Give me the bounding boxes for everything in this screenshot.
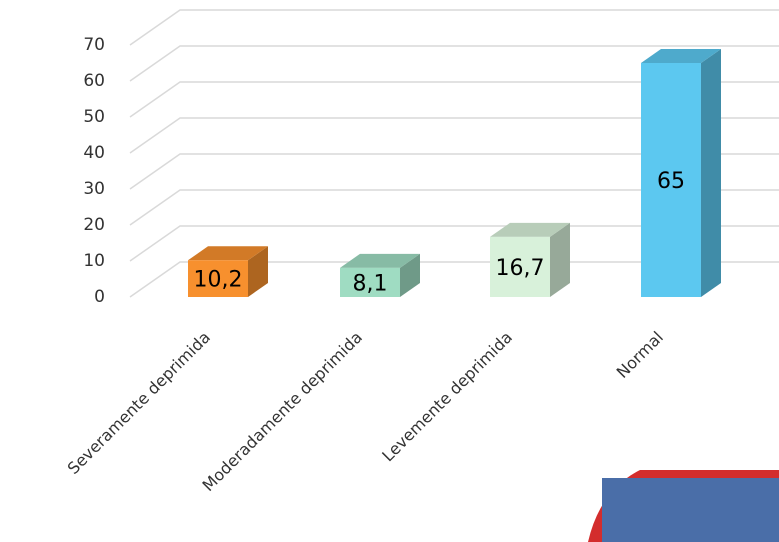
grid-line	[129, 225, 779, 262]
grid-line	[129, 189, 779, 226]
grid-line	[129, 117, 779, 154]
data-label: 10,2	[194, 268, 243, 293]
decor	[588, 470, 779, 542]
photo	[602, 478, 779, 542]
bar-side	[248, 246, 268, 297]
y-tick-label: 70	[83, 35, 105, 55]
y-tick-label: 0	[94, 287, 105, 307]
y-tick-label: 40	[83, 143, 105, 163]
grid-line	[129, 45, 779, 82]
grid-line	[129, 81, 779, 118]
y-tick-label: 10	[83, 251, 105, 271]
y-tick-label: 60	[83, 71, 105, 91]
bar	[490, 222, 570, 297]
bar-top	[188, 246, 268, 261]
data-label: 65	[657, 169, 685, 194]
grid-line	[129, 261, 779, 298]
bar-front	[641, 63, 701, 297]
grid-line	[129, 153, 779, 190]
x-tick-label: Severamente deprimida	[64, 328, 214, 478]
x-tick-label: Levemente deprimida	[378, 328, 516, 466]
bar-top	[340, 253, 420, 268]
bar-top	[641, 49, 721, 63]
bar	[641, 49, 721, 297]
y-tick-label: 50	[83, 107, 105, 127]
bar-side	[701, 49, 721, 297]
bar-top	[490, 222, 570, 237]
x-tick-label: Normal	[613, 328, 667, 382]
y-tick-label: 30	[83, 179, 105, 199]
x-tick-label: Moderadamente deprimida	[199, 328, 367, 496]
bar-side	[550, 222, 570, 297]
bar-front	[340, 267, 400, 297]
bar-front	[490, 236, 550, 297]
bar	[188, 246, 268, 297]
bar-front	[188, 260, 248, 297]
data-label: 8,1	[353, 271, 388, 296]
bar	[340, 253, 420, 297]
bar-side	[400, 253, 420, 297]
y-tick-label: 20	[83, 215, 105, 235]
grid-line	[129, 9, 779, 46]
data-label: 16,7	[496, 256, 545, 281]
